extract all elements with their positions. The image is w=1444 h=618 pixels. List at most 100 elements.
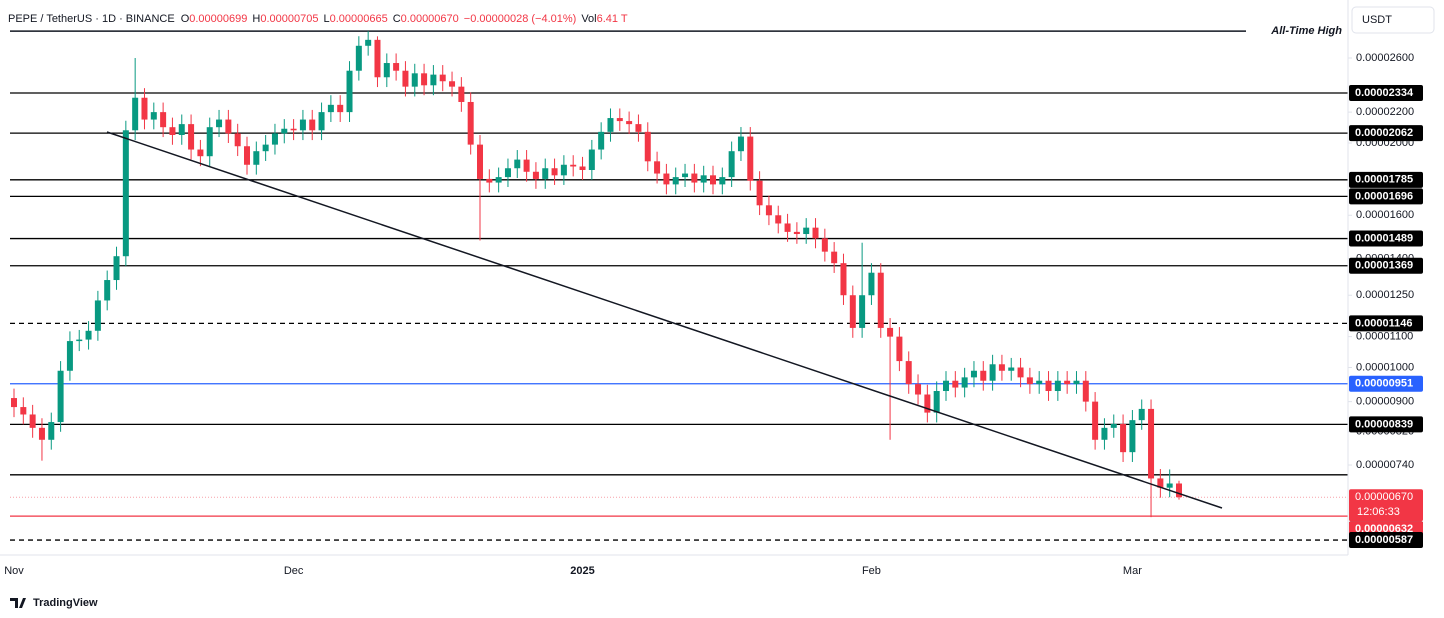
level-label-box (1349, 416, 1423, 433)
candle-body (262, 144, 269, 152)
candle-body (915, 384, 922, 395)
vol-key: Vol (581, 13, 596, 25)
x-tick-label: 2025 (570, 565, 594, 577)
level-label: 0.00001369 (1355, 260, 1413, 272)
candle-body (719, 177, 726, 185)
candle-body (122, 130, 129, 257)
currency-button[interactable] (1351, 6, 1435, 34)
candle-body (244, 146, 250, 165)
candle-body (383, 63, 390, 78)
y-tick-label: 0.00001250 (1356, 289, 1414, 301)
candle-body (607, 118, 614, 132)
candle-body (178, 124, 185, 135)
candle-body (225, 119, 232, 134)
candle-body (48, 422, 55, 440)
candle-body (887, 327, 894, 337)
candle-body (803, 227, 810, 235)
candle-body (980, 370, 987, 381)
candle-body (868, 272, 875, 296)
symbol: PEPE / TetherUS · 1D · BINANCE (8, 13, 175, 25)
candle-body (1148, 408, 1155, 479)
candle-body (532, 171, 539, 179)
candle-body (477, 144, 483, 179)
candle-body (849, 295, 856, 328)
last-price-label: 0.00000670 (1355, 491, 1413, 503)
candle-body (1008, 367, 1015, 371)
candle-body (132, 97, 139, 131)
candle-body (635, 124, 642, 132)
candle-body (94, 300, 101, 331)
candle-body (327, 104, 334, 113)
x-tick-label: Feb (862, 565, 881, 577)
candle-body (38, 427, 45, 440)
candle-body (626, 121, 633, 125)
level-label-box (1349, 188, 1423, 205)
candle-body (831, 251, 838, 264)
y-tick-label: 0.00002600 (1356, 52, 1414, 64)
candle-body (346, 70, 353, 113)
candle-body (765, 205, 772, 216)
candle-body (737, 136, 744, 152)
candle-body (877, 272, 884, 328)
y-tick-label: 0.00001600 (1356, 209, 1414, 221)
candle-body (691, 173, 698, 183)
trendline (106, 131, 1223, 509)
candle-body (588, 149, 595, 171)
candle-body (1129, 420, 1136, 453)
candle-body (20, 407, 27, 415)
candle-body (1026, 377, 1033, 385)
candle-body (309, 119, 316, 131)
candle-body (970, 370, 977, 378)
level-label-box (1349, 257, 1423, 274)
currency[interactable]: USDT (1362, 14, 1392, 26)
candle-body (747, 136, 754, 181)
x-tick-label: Mar (1123, 565, 1142, 577)
candle-body (598, 131, 605, 150)
candle-body (700, 175, 707, 183)
candle-body (896, 336, 903, 362)
candle-body (644, 131, 651, 162)
level-label: 0.00002062 (1355, 127, 1413, 139)
candle-body (710, 175, 716, 185)
candle-body (216, 119, 223, 128)
brand-icon (10, 598, 26, 608)
level-label: 0.00001785 (1355, 174, 1413, 186)
candle-body (160, 112, 167, 128)
candle-body (421, 73, 428, 86)
candle-body (290, 128, 297, 131)
candle-body (66, 341, 73, 371)
candle-body (504, 168, 511, 178)
candle-body (579, 166, 586, 171)
candle-body (821, 238, 828, 252)
candle-body (57, 370, 64, 423)
o-value: 0.00000699 (189, 13, 247, 25)
h-value: 0.00000705 (260, 13, 318, 25)
candle-body (859, 295, 866, 328)
last-price-box (1349, 489, 1423, 522)
candle-body (1166, 483, 1173, 488)
candle-body (523, 159, 530, 172)
candle-body (1101, 427, 1108, 440)
chart-legend: PEPE / TetherUS · 1D · BINANCE O0.0000069… (8, 13, 628, 25)
candle-body (1045, 380, 1052, 392)
candle-body (1120, 423, 1127, 453)
y-tick-label: 0.00001100 (1356, 331, 1413, 343)
level-label-box (1349, 84, 1423, 101)
brand-name: TradingView (33, 597, 98, 609)
candle-body (793, 231, 800, 235)
level-label: 0.00002334 (1355, 87, 1414, 99)
candle-body (961, 377, 968, 388)
candle-body (924, 394, 931, 413)
candle-body (672, 177, 679, 185)
candle-body (775, 215, 782, 224)
level-label: 0.00001146 (1355, 317, 1413, 329)
candle-body (104, 280, 111, 301)
candle-body (1138, 408, 1145, 421)
candle-body (458, 86, 465, 102)
candle-body (1176, 483, 1182, 498)
candle-body (1064, 380, 1071, 385)
candle-body (1082, 380, 1089, 402)
candle-body (654, 161, 661, 174)
candle-body (905, 361, 912, 385)
